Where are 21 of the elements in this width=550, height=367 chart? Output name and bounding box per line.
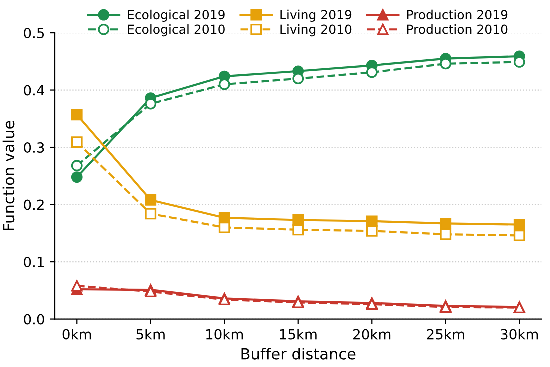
x-tick-label: 10km [206,329,244,340]
x-tick-label: 5km [136,329,165,340]
y-tick-label: 0.2 [24,200,44,210]
legend-label: Production 2010 [407,24,508,34]
y-tick-label: 0.0 [24,314,44,325]
legend-label: Living 2010 [280,24,352,37]
x-tick-label: 15km [280,329,317,340]
y-axis-title: Function value [2,121,15,230]
y-tick-label: 0.4 [24,85,44,96]
x-tick-label: 25km [427,329,464,340]
legend-label: Production 2019 [407,10,508,20]
legend-label: Ecological 2019 [128,10,225,22]
y-tick-label: 0.1 [24,257,44,268]
y-tick-label: 0.5 [24,28,44,39]
y-tick-label: 0.3 [24,142,44,154]
x-tick-label: 30km [501,329,538,340]
legend-label: Ecological 2010 [128,24,225,37]
x-tick-label: 20km [354,329,391,340]
x-axis-title: Buffer distance [242,348,356,360]
x-tick-label: 0km [62,329,92,340]
legend-label: Living 2019 [280,10,352,22]
